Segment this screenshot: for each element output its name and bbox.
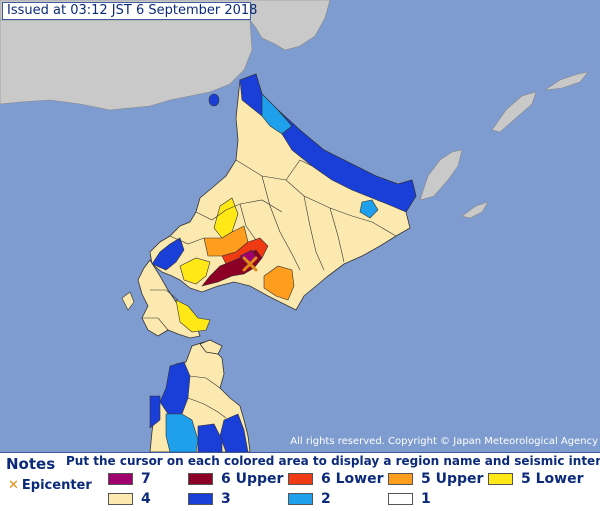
legend-swatch [488, 473, 513, 485]
legend-item-2: 2 [288, 491, 331, 507]
legend-swatch [388, 493, 413, 505]
legend-item-5-lower: 5 Lower [488, 471, 584, 487]
legend-item-5-upper: 5 Upper [388, 471, 483, 487]
epicenter-legend: ✕ Epicenter [8, 478, 92, 493]
copyright-notice: All rights reserved. Copyright © Japan M… [290, 436, 598, 447]
region-intensity-3 [149, 395, 161, 429]
kuril-island [544, 71, 589, 91]
legend-swatch [388, 473, 413, 485]
kuril-island [491, 91, 537, 133]
legend-swatch [108, 493, 133, 505]
region-borders [142, 159, 397, 331]
legend-swatch [288, 493, 313, 505]
epicenter-label: Epicenter [21, 478, 92, 493]
kuril-island [461, 201, 489, 219]
epicenter-marker [242, 256, 258, 272]
okushiri-island [121, 291, 135, 311]
legend-swatch [108, 473, 133, 485]
seismic-intensity-map [0, 0, 589, 452]
region-intensity-5-lower [179, 257, 211, 285]
region-intensity-2 [165, 413, 199, 452]
legend-swatch [188, 493, 213, 505]
legend-item-1: 1 [388, 491, 431, 507]
epicenter-icon: ✕ [8, 478, 19, 493]
legend-item-4: 4 [108, 491, 151, 507]
sakhalin-island [0, 19, 253, 111]
legend-swatch [188, 473, 213, 485]
issued-timestamp: Issued at 03:12 JST 6 September 2018 [2, 2, 257, 20]
notes-instruction: Put the cursor on each colored area to d… [66, 454, 600, 468]
shimokita-peninsula [199, 339, 223, 355]
region-borders [187, 375, 227, 419]
region-intensity-2 [359, 199, 379, 219]
region-intensity-5-upper [263, 265, 295, 301]
legend-swatch [288, 473, 313, 485]
rishiri-island [208, 93, 220, 107]
region-intensity-5-lower [175, 299, 211, 333]
region-intensity-3 [197, 423, 223, 452]
notes-panel: Notes Put the cursor on each colored are… [0, 452, 600, 511]
legend-item-7: 7 [108, 471, 151, 487]
legend-item-6-lower: 6 Lower [288, 471, 384, 487]
region-intensity-3 [277, 109, 417, 213]
kuril-island [419, 149, 463, 201]
region-intensity-3 [151, 237, 185, 271]
notes-title: Notes [6, 455, 56, 473]
legend-item-6-upper: 6 Upper [188, 471, 283, 487]
legend-item-3: 3 [188, 491, 231, 507]
